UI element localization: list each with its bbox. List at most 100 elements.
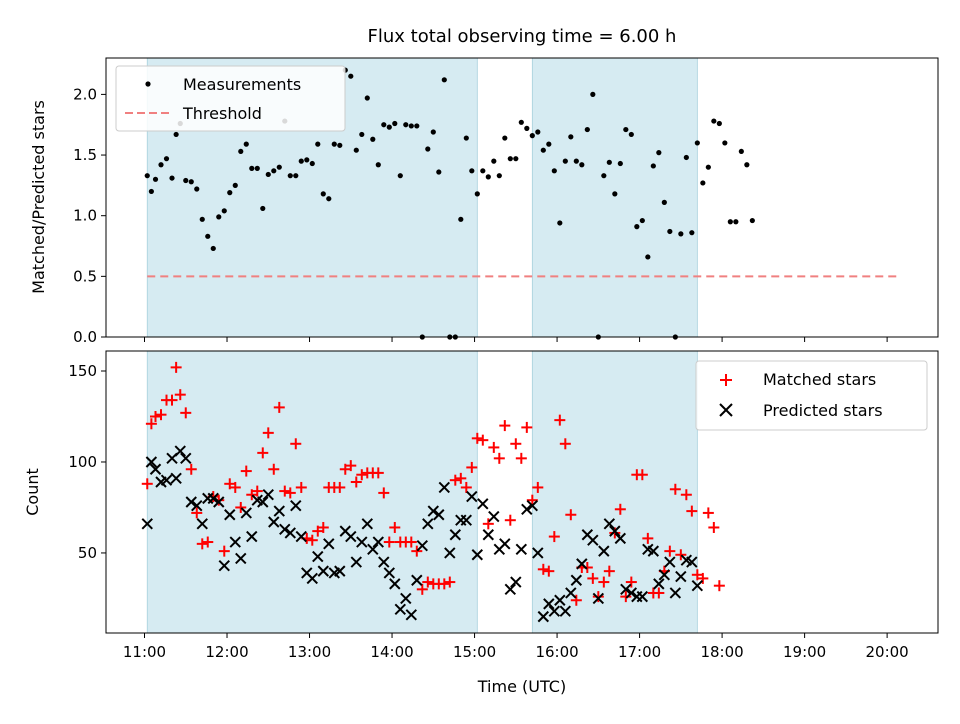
bottom-y-axis-label: Count — [23, 468, 42, 516]
predicted-star-point — [603, 518, 616, 530]
measurement-point — [304, 157, 310, 163]
bottom-y-ticks: 50 100 150 — [68, 362, 106, 562]
measurement-point — [623, 126, 629, 133]
predicted-star-point — [543, 598, 555, 610]
measurement-point — [397, 173, 403, 179]
matched-star-point — [493, 452, 505, 464]
predicted-star-point — [499, 538, 511, 550]
measurement-point — [293, 173, 299, 179]
predicted-star-point — [636, 590, 649, 603]
matched-star-point — [166, 394, 178, 406]
measurement-point — [469, 168, 475, 174]
measurement-point — [496, 173, 502, 179]
top-y-ticks: 0.0 0.5 1.0 1.5 2.0 — [73, 85, 106, 346]
predicted-star-point — [207, 492, 219, 505]
measurement-point — [414, 123, 420, 129]
measurement-point — [683, 154, 689, 161]
chart-title: Flux total observing time = 6.00 h — [368, 26, 677, 47]
measurement-point — [331, 141, 337, 147]
predicted-star-point — [466, 490, 478, 503]
x-tick-label: 14:00 — [370, 643, 413, 661]
measurement-point — [711, 118, 717, 124]
measurement-point — [408, 123, 414, 129]
measurement-point — [579, 162, 585, 168]
matched-star-point — [504, 514, 516, 526]
matched-star-point — [279, 485, 291, 497]
matched-star-point — [565, 509, 577, 521]
predicted-star-point — [268, 516, 280, 528]
measurement-point — [557, 220, 563, 226]
predicted-star-point — [504, 583, 517, 596]
predicted-star-point — [587, 534, 599, 546]
measurement-point — [144, 173, 150, 179]
predicted-star-point — [389, 578, 401, 590]
predicted-star-point — [537, 610, 550, 623]
matched-star-point — [686, 505, 698, 517]
measurement-point — [260, 205, 266, 212]
matched-star-point — [389, 521, 401, 533]
y-tick-label: 2.0 — [73, 85, 97, 103]
matched-star-point — [273, 401, 285, 413]
predicted-star-point — [191, 499, 203, 512]
predicted-star-point — [521, 503, 533, 515]
measurement-point — [502, 135, 508, 141]
matched-star-point — [691, 569, 703, 581]
measurement-point — [744, 162, 750, 168]
predicted-star-point — [565, 587, 577, 599]
predicted-star-point — [323, 538, 335, 550]
matched-star-point — [141, 478, 153, 490]
matched-star-point — [477, 434, 489, 446]
predicted-star-point — [361, 518, 373, 530]
measurement-point — [507, 156, 513, 162]
bottom-legend-frame — [695, 360, 928, 431]
matched-star-point — [202, 536, 214, 548]
matched-star-point — [515, 452, 527, 464]
measurement-point — [524, 125, 530, 131]
predicted-star-point — [334, 565, 346, 577]
matched-star-point — [246, 489, 258, 501]
measurement-point — [287, 173, 293, 179]
predicted-star-point — [185, 496, 197, 508]
measurement-point — [590, 91, 596, 97]
matched-star-point — [180, 407, 192, 419]
measurement-point — [628, 131, 634, 138]
predicted-star-point — [262, 489, 274, 501]
matched-star-point — [587, 572, 599, 584]
matched-star-point — [170, 361, 182, 373]
measurement-point — [689, 230, 695, 236]
matched-star-point — [449, 474, 461, 486]
measurement-point — [529, 133, 535, 139]
matched-star-point — [295, 481, 307, 493]
predicted-star-point — [218, 559, 230, 572]
measurement-point — [568, 134, 574, 140]
measurement-point — [485, 174, 491, 180]
measurement-point — [667, 228, 673, 235]
matched-star-point — [290, 438, 302, 450]
measurement-point — [163, 156, 170, 162]
measurement-point — [480, 168, 486, 174]
predicted-star-point — [383, 567, 395, 579]
x-tick-label: 11:00 — [123, 643, 166, 661]
measurement-point — [227, 190, 233, 196]
predicted-star-point — [372, 536, 384, 548]
predicted-star-point — [196, 518, 208, 530]
predicted-star-point — [510, 576, 522, 588]
measurement-point — [573, 158, 579, 164]
matched-star-point — [356, 469, 368, 481]
matched-star-point — [438, 578, 450, 590]
matched-star-point — [257, 447, 269, 459]
measurement-point — [152, 176, 159, 182]
matched-star-point — [521, 421, 533, 433]
matched-star-point — [185, 463, 197, 475]
matched-star-point — [455, 472, 467, 484]
legend-matched-marker — [720, 374, 732, 386]
matched-star-point — [155, 409, 167, 421]
measurement-point — [320, 191, 326, 197]
matched-star-point — [174, 389, 186, 401]
matched-star-point — [559, 438, 571, 450]
shaded-interval-2 — [531, 57, 698, 338]
matched-star-point — [405, 536, 417, 548]
predicted-star-point — [691, 579, 704, 592]
